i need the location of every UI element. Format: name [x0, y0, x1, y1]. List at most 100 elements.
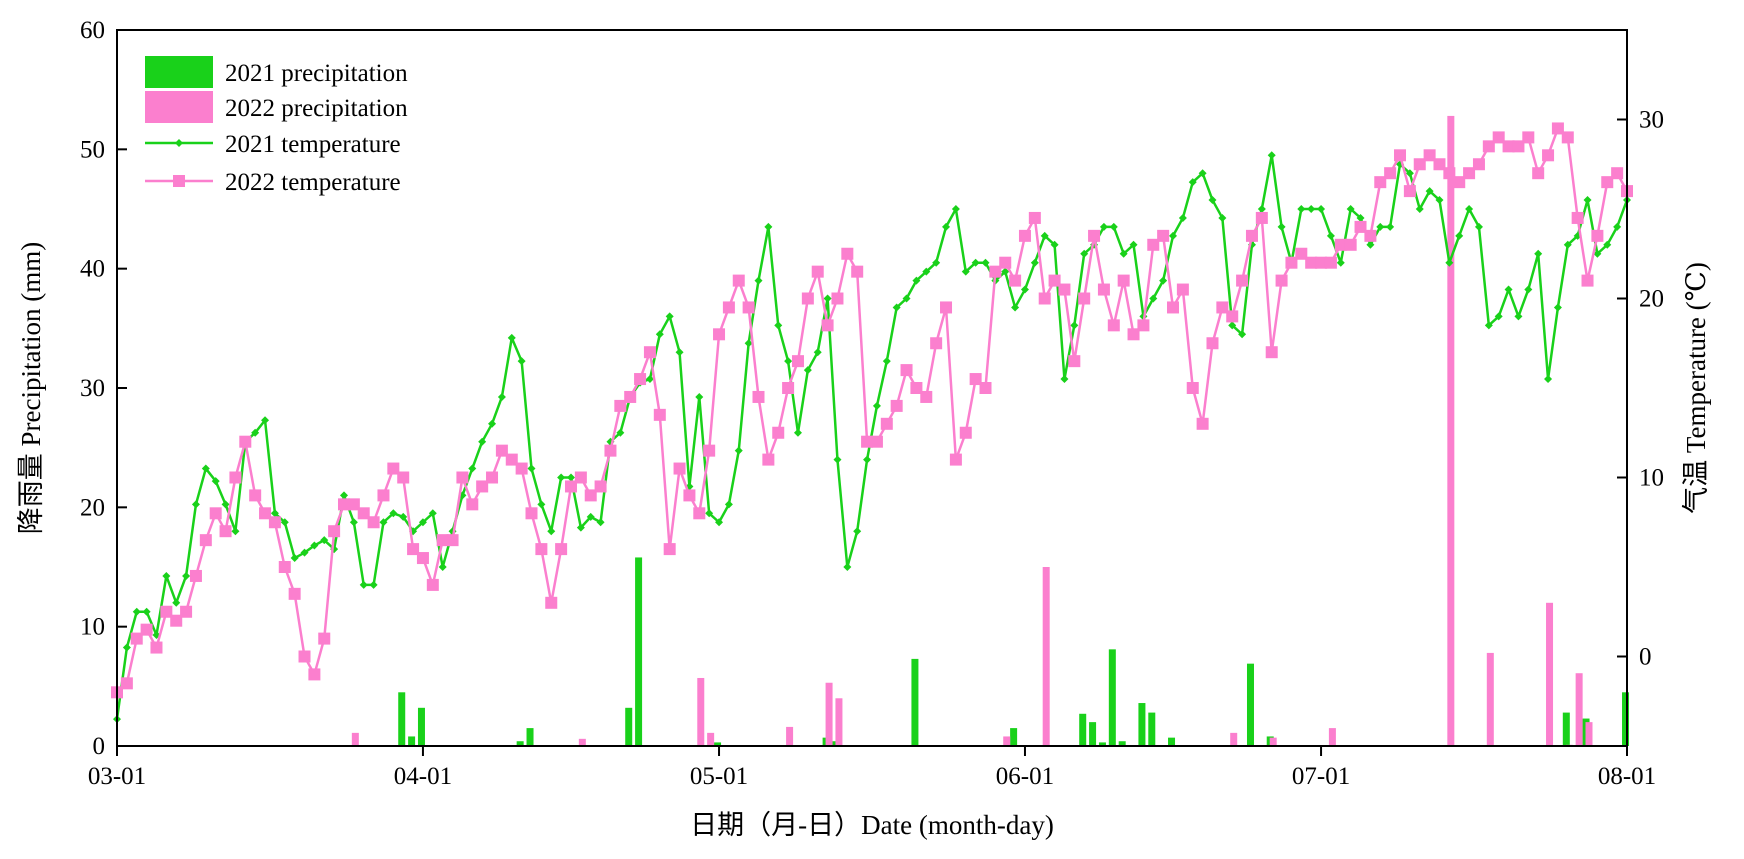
temperature-point-2021 [813, 348, 822, 357]
temperature-point-2021 [665, 312, 674, 321]
temperature-point-2022 [1542, 149, 1555, 162]
precip-bar-2022 [697, 677, 705, 746]
temperature-point-2021 [1504, 285, 1513, 294]
precip-bar-2021 [911, 658, 919, 746]
temperature-point-2021 [754, 276, 763, 285]
left-y-axis-title: 降雨量 Precipitation (mm) [16, 242, 46, 534]
temperature-point-2021 [369, 580, 378, 589]
precip-bar-2021 [1148, 712, 1156, 746]
temperature-point-2021 [418, 518, 427, 527]
temperature-point-2022 [1147, 238, 1160, 251]
temperature-point-2022 [1344, 238, 1357, 251]
temperature-point-2022 [1009, 274, 1022, 287]
precip-bar-2022 [1546, 602, 1554, 746]
temperature-point-2021 [784, 357, 793, 366]
axes: 0 10 20 30 40 50 60 0 10 20 30 03-01 04-01 05-01 06-01… [16, 17, 1711, 840]
left-y-tick-label: 40 [80, 256, 105, 283]
precip-bar-2021 [1246, 663, 1254, 746]
temperature-point-2022 [821, 319, 834, 332]
temperature-point-2022 [239, 435, 252, 448]
temperature-point-2021 [1159, 276, 1168, 285]
temperature-point-2021 [1376, 222, 1385, 231]
precip-bar-2022 [1328, 728, 1336, 746]
temperature-point-2021 [961, 267, 970, 276]
temperature-point-2022 [643, 346, 656, 359]
precipitation-bars [351, 115, 1630, 747]
precip-bar-2022 [707, 732, 715, 746]
temperature-point-2022 [407, 543, 420, 556]
temperature-point-2021 [1317, 205, 1326, 213]
temperature-point-2022 [318, 632, 331, 645]
legend-label: 2021 temperature [225, 131, 401, 158]
temperature-point-2022 [890, 399, 903, 412]
temperature-point-2022 [466, 498, 479, 511]
temperature-point-2021 [1514, 312, 1523, 321]
temperature-point-2022 [446, 534, 459, 547]
temperature-point-2021 [438, 563, 447, 571]
temperature-point-2022 [1463, 167, 1476, 180]
temperature-point-2021 [270, 509, 279, 518]
temperature-point-2022 [1502, 140, 1515, 153]
temperature-point-2022 [930, 337, 943, 350]
temperature-point-2021 [971, 258, 980, 267]
temperature-point-2021 [1169, 231, 1178, 240]
temperature-point-2022 [515, 462, 528, 475]
temperature-point-2021 [932, 258, 941, 267]
temperature-point-2022 [624, 390, 637, 403]
temperature-point-2021 [803, 366, 812, 375]
temperature-point-2021 [1494, 312, 1503, 321]
temperature-point-2022 [120, 677, 133, 690]
temperature-point-2022 [298, 650, 311, 663]
temperature-point-2021 [1445, 258, 1454, 267]
temperature-point-2021 [1297, 205, 1306, 213]
temperature-point-2022 [1255, 211, 1268, 224]
temperature-point-2021 [517, 357, 526, 366]
temperature-point-2021 [142, 607, 151, 616]
temperature-point-2021 [1346, 205, 1355, 213]
right-y-axis-title: 气温 Temperature (℃) [1681, 262, 1711, 514]
temperature-point-2022 [1305, 256, 1318, 269]
temperature-point-2022 [456, 471, 469, 484]
precip-bar-2022 [825, 682, 833, 746]
temperature-point-2021 [251, 428, 260, 437]
temperature-point-2022 [1532, 167, 1545, 180]
temperature-point-2022 [1236, 274, 1249, 287]
legend-marker-diamond [175, 139, 183, 147]
temperature-point-2022 [703, 444, 716, 457]
temperature-point-2021 [655, 330, 664, 339]
legend-item-3: 2022 temperature [145, 169, 401, 196]
temperature-point-2022 [614, 399, 627, 412]
temperature-point-2021 [379, 518, 388, 527]
temperature-point-2021 [981, 258, 990, 267]
precip-bar-2022 [1230, 732, 1238, 746]
temperature-point-2022 [1285, 256, 1298, 269]
temperature-point-2021 [1593, 249, 1602, 258]
temperature-point-2021 [1613, 222, 1622, 231]
precip-bar-2022 [835, 698, 843, 746]
right-y-tick-label: 30 [1639, 107, 1664, 134]
temperature-point-2022 [209, 507, 222, 520]
temperature-point-2021 [882, 357, 891, 366]
temperature-point-2021 [1218, 213, 1227, 222]
x-tick-label: 06-01 [996, 763, 1054, 790]
legend-swatch [145, 91, 213, 123]
temperature-point-2021 [734, 446, 743, 455]
temperature-point-2021 [1326, 231, 1335, 240]
temperature-point-2022 [1107, 319, 1120, 332]
left-y-tick-label: 10 [80, 614, 105, 641]
temperature-point-2021 [1415, 205, 1424, 213]
temperature-point-2022 [347, 498, 360, 511]
temperature-point-2022 [1571, 211, 1584, 224]
temperature-point-2022 [1551, 122, 1564, 135]
temperature-point-2022 [219, 525, 232, 538]
temperature-point-2021 [1188, 178, 1197, 187]
temperature-point-2022 [841, 247, 854, 260]
temperature-point-2022 [851, 265, 864, 278]
temperature-point-2021 [497, 392, 506, 401]
temperature-point-2022 [328, 525, 341, 538]
temperature-point-2021 [1040, 231, 1049, 240]
temperature-point-2021 [1030, 258, 1039, 267]
temperature-point-2021 [182, 571, 191, 580]
temperature-point-2022 [259, 507, 272, 520]
temperature-point-2022 [1472, 158, 1485, 171]
